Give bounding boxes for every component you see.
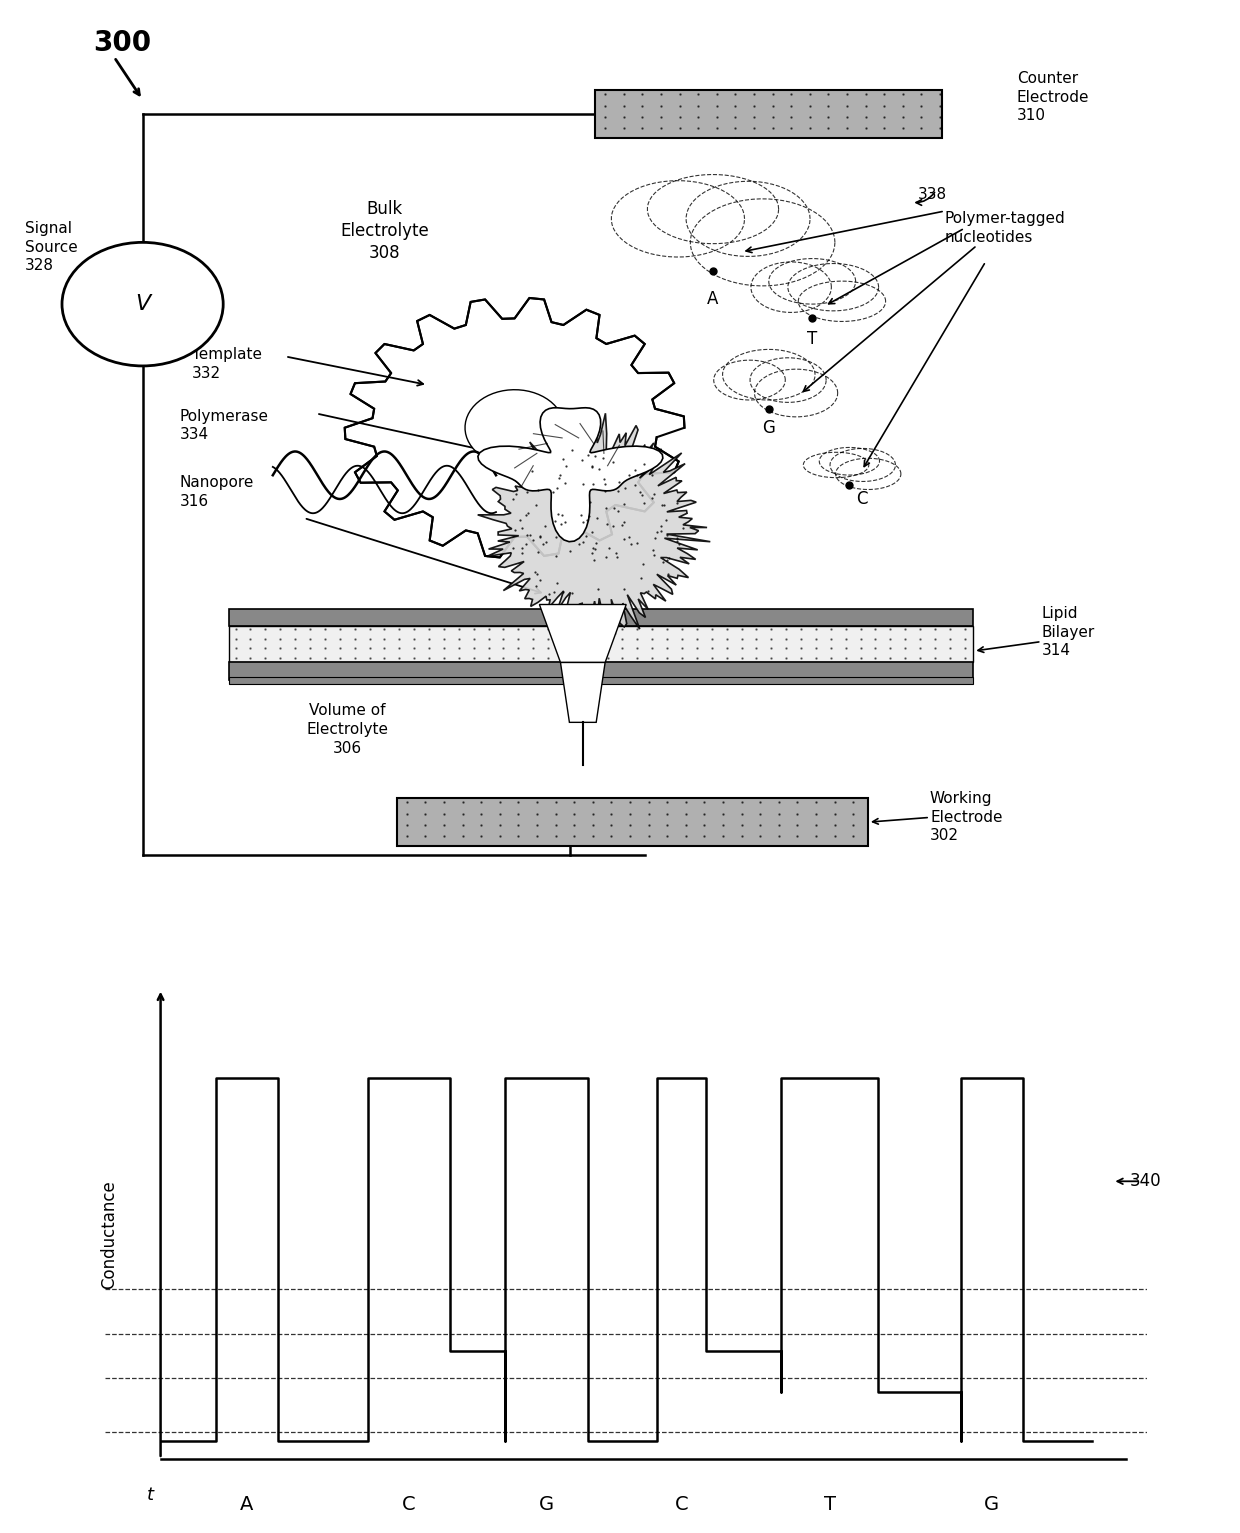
Text: Polymer-tagged
nucleotides: Polymer-tagged nucleotides [945,212,1065,245]
Circle shape [62,242,223,366]
Bar [397,799,868,846]
Text: G: G [539,1495,554,1513]
Text: G: G [763,419,775,437]
Polygon shape [560,662,605,722]
Text: Nanopore
316: Nanopore 316 [180,475,254,509]
Polygon shape [477,414,711,635]
Text: Template
332: Template 332 [192,346,262,380]
Text: 340: 340 [1130,1173,1162,1190]
Bar [229,627,973,662]
Text: 300: 300 [93,29,151,57]
Text: C: C [857,491,868,507]
Text: T: T [823,1495,836,1513]
Bar [595,90,942,138]
Text: A: A [241,1495,253,1513]
Text: Signal
Source
328: Signal Source 328 [25,221,78,273]
Text: Volume of
Electrolyte
306: Volume of Electrolyte 306 [306,704,388,756]
Polygon shape [539,604,626,662]
Bar [229,609,973,627]
Polygon shape [477,408,663,541]
Text: t: t [146,1485,154,1504]
Text: 338: 338 [918,187,946,202]
Text: Lipid
Bilayer
314: Lipid Bilayer 314 [1042,606,1095,658]
Text: C: C [402,1495,415,1513]
Text: A: A [707,290,719,308]
Text: Working
Electrode
302: Working Electrode 302 [930,791,1002,843]
Text: Bulk
Electrolyte
308: Bulk Electrolyte 308 [340,199,429,262]
Polygon shape [465,389,564,466]
Text: Polymerase
334: Polymerase 334 [180,409,269,443]
Text: C: C [675,1495,688,1513]
Text: G: G [985,1495,999,1513]
Text: Counter
Electrode
310: Counter Electrode 310 [1017,71,1089,124]
Text: V: V [135,294,150,314]
Polygon shape [345,297,684,558]
Text: T: T [807,330,817,348]
Text: Conductance: Conductance [100,1180,118,1289]
Bar [229,662,973,679]
Bar [229,676,973,684]
